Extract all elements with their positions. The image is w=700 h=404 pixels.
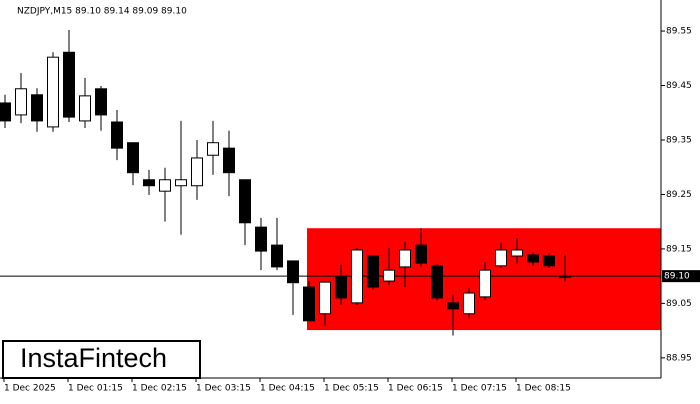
candle-body (255, 226, 267, 252)
candle-body (319, 281, 331, 315)
candle-body (143, 179, 155, 187)
candle-body (479, 269, 491, 298)
candle-body (127, 142, 139, 174)
candle-body (63, 51, 75, 118)
logo-box (2, 340, 201, 379)
candle-body (95, 88, 107, 116)
candle-body (431, 265, 443, 299)
candle-body (543, 255, 555, 267)
candle-body (463, 292, 475, 315)
candle-body (175, 179, 187, 187)
candle-body (239, 179, 251, 224)
logo: InstaFintech (20, 343, 167, 373)
candle-body (223, 147, 235, 174)
x-tick-label: 1 Dec 03:15 (196, 384, 251, 394)
x-tick-label: 1 Dec 07:15 (452, 384, 507, 394)
candle-body (303, 286, 315, 322)
candle-body (415, 244, 427, 264)
candle-body (559, 275, 571, 278)
y-tick-label: 88.95 (666, 353, 692, 363)
y-tick-label: 89.05 (666, 299, 692, 309)
x-tick-label: 1 Dec 04:15 (260, 384, 315, 394)
y-tick-label: 89.55 (666, 27, 692, 37)
x-tick-label: 1 Dec 01:15 (68, 384, 123, 394)
candle-body (271, 244, 283, 268)
x-tick-label: 1 Dec 06:15 (388, 384, 443, 394)
candle-body (287, 260, 299, 284)
candle-body (159, 179, 171, 192)
y-tick-label: 89.25 (666, 190, 692, 200)
candle-body (31, 94, 43, 122)
candle-body (335, 276, 347, 299)
candle-body (111, 121, 123, 149)
candle-body (191, 157, 203, 187)
y-tick-label: 89.35 (666, 135, 692, 145)
x-tick-label: 1 Dec 05:15 (324, 384, 379, 394)
candle-body (47, 56, 59, 128)
candle-body (447, 302, 459, 310)
candle-body (15, 88, 27, 116)
price-label: 89.10 (664, 272, 690, 282)
candle-body (399, 249, 411, 268)
candle-body (511, 249, 523, 257)
x-tick-label: 1 Dec 02:15 (132, 384, 187, 394)
candle-body (367, 255, 379, 288)
candle-body (351, 249, 363, 304)
candle-body (383, 269, 395, 282)
candle-body (79, 95, 91, 122)
y-tick-label: 89.15 (666, 244, 692, 254)
x-tick-label: 1 Dec 08:15 (516, 384, 571, 394)
chart-title: NZDJPY,M15 89.10 89.14 89.09 89.10 (17, 7, 187, 17)
candle-body (207, 142, 219, 156)
candle-body (0, 102, 11, 122)
x-tick-label: 1 Dec 2025 (4, 384, 56, 394)
price-label-bg (662, 270, 700, 283)
y-tick-label: 89.45 (666, 81, 692, 91)
candle-body (495, 249, 507, 267)
candle-body (527, 254, 539, 263)
